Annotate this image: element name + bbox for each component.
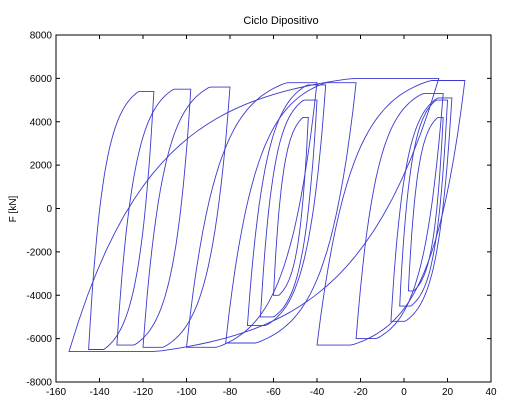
hysteresis-loop — [246, 84, 327, 327]
x-tick-label: -20 — [353, 387, 368, 398]
x-tick-label: -160 — [46, 387, 66, 398]
x-tick-label: -100 — [176, 387, 196, 398]
y-tick-label: 2000 — [30, 161, 53, 172]
hysteresis-loop — [259, 99, 318, 318]
hysteresis-loop — [225, 82, 357, 344]
series-layer — [68, 77, 466, 353]
x-tick-label: 20 — [442, 387, 454, 398]
y-tick-label: -2000 — [26, 247, 52, 258]
plot-frame — [55, 34, 492, 383]
x-tick-label: 0 — [401, 387, 407, 398]
hysteresis-loop — [355, 93, 444, 340]
hysteresis-loop — [88, 90, 155, 350]
x-tick-label: -80 — [223, 387, 238, 398]
x-axis: -160 -140 -120 -100 -80 -60 -40 -20 0 20 40 — [46, 35, 497, 398]
x-tick-label: -40 — [310, 387, 325, 398]
hysteresis-loop — [316, 80, 466, 346]
x-tick-label: -120 — [133, 387, 153, 398]
hysteresis-loop — [116, 88, 192, 346]
y-axis-label: F [kN] — [8, 195, 19, 222]
y-axis: -8000 -6000 -4000 -2000 0 2000 4000 6000 8000 — [26, 31, 491, 389]
y-tick-label: -4000 — [26, 291, 52, 302]
hysteresis-loop — [390, 97, 453, 322]
hysteresis-loop — [273, 116, 309, 296]
y-tick-label: 8000 — [30, 31, 53, 42]
x-tick-label: -60 — [266, 387, 281, 398]
hysteresis-loop — [68, 77, 440, 353]
chart-title: Ciclo Dipositivo — [243, 15, 318, 27]
y-tick-label: 0 — [46, 204, 52, 215]
y-tick-label: -6000 — [26, 334, 52, 345]
y-tick-label: 6000 — [30, 74, 53, 85]
hysteresis-loop — [399, 99, 448, 307]
y-tick-label: 4000 — [30, 117, 53, 128]
hysteresis-loop — [185, 82, 318, 348]
x-tick-label: 40 — [485, 387, 497, 398]
y-tick-label: -8000 — [26, 378, 52, 389]
x-tick-label: -140 — [89, 387, 109, 398]
hysteresis-loop — [142, 86, 231, 348]
hysteresis-loop — [407, 116, 444, 292]
